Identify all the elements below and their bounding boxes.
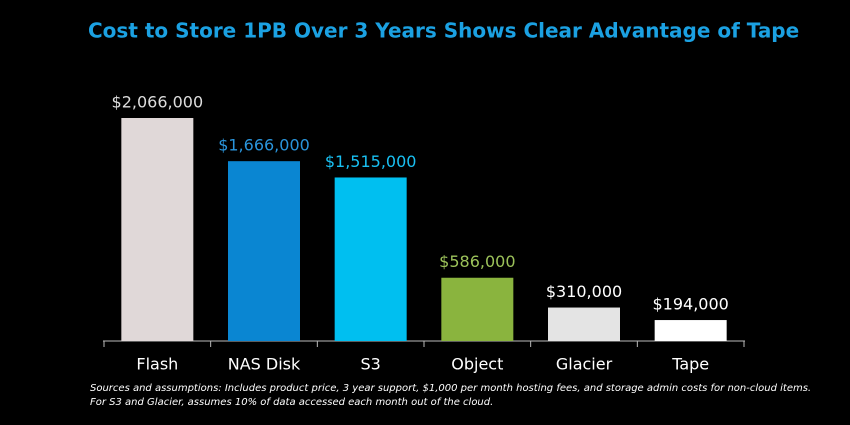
bar [334,177,407,341]
value-label: $194,000 [652,295,728,314]
value-label: $310,000 [546,282,622,301]
bar [441,277,514,341]
chart-title: Cost to Store 1PB Over 3 Years Shows Cle… [88,19,799,43]
value-label: $586,000 [439,252,515,271]
bar [228,161,300,341]
x-tick-label: Object [451,355,503,374]
bar [548,307,620,341]
x-tick-label: Tape [671,355,709,374]
x-tick-label: NAS Disk [228,355,301,374]
footnote: For S3 and Glacier, assumes 10% of data … [90,397,493,408]
footnote: Sources and assumptions: Includes produc… [90,383,811,394]
x-tick-label: Glacier [556,355,613,374]
bar [121,118,194,341]
value-label: $2,066,000 [112,93,204,112]
value-label: $1,515,000 [325,152,417,171]
bar [654,320,727,341]
value-label: $1,666,000 [218,136,310,155]
x-tick-label: Flash [136,355,178,374]
x-tick-label: S3 [360,355,380,374]
